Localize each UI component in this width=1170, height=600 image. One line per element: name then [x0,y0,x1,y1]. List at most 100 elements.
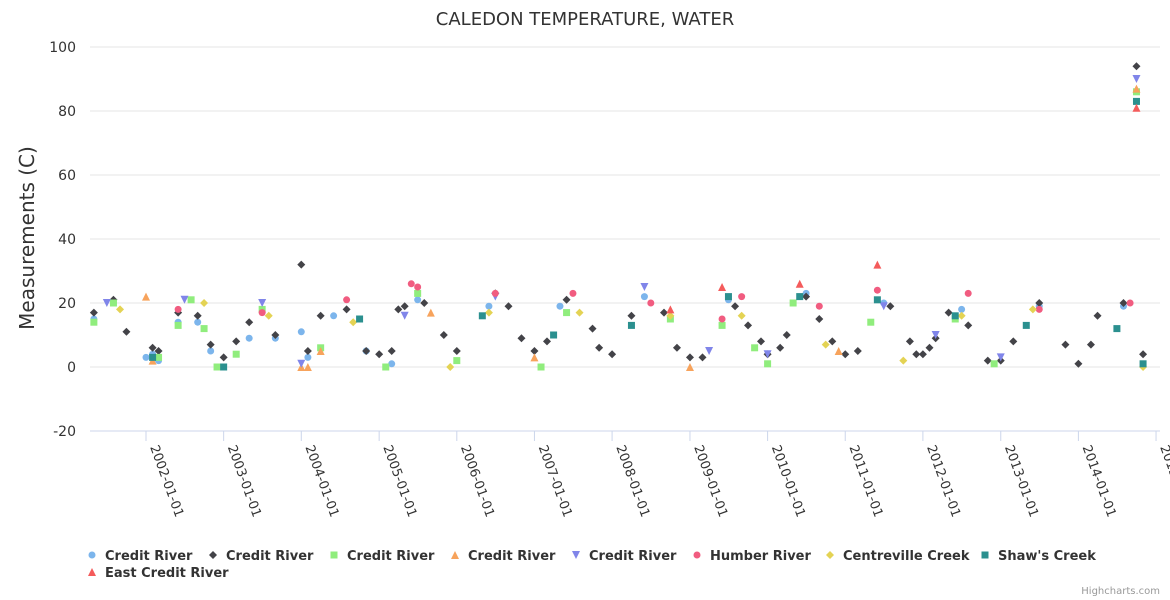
data-point[interactable] [382,363,390,371]
data-point[interactable] [219,353,228,362]
data-point[interactable] [724,293,732,301]
legend-label[interactable]: Credit River [468,549,556,564]
data-point[interactable] [200,325,208,333]
data-point[interactable] [220,363,228,371]
data-point[interactable] [1035,299,1044,307]
data-point[interactable] [757,337,766,346]
data-point[interactable] [343,296,351,304]
data-point[interactable] [588,324,597,333]
data-point[interactable] [200,299,209,307]
legend-symbol[interactable] [572,551,580,559]
data-point[interactable] [148,343,157,352]
data-point[interactable] [387,347,396,355]
data-point[interactable] [964,289,972,297]
data-point[interactable] [362,347,371,355]
data-point[interactable] [1132,103,1141,112]
data-point[interactable] [478,312,486,320]
data-point[interactable] [517,334,526,343]
data-point[interactable] [640,283,649,291]
legend-label[interactable]: Credit River [226,549,314,564]
legend-symbol[interactable] [451,551,459,559]
data-point[interactable] [996,353,1005,362]
data-point[interactable] [685,353,694,362]
data-point[interactable] [905,337,914,346]
data-point[interactable] [873,260,882,269]
data-point[interactable] [595,343,604,352]
data-point[interactable] [795,279,804,288]
legend-label[interactable]: Credit River [589,549,677,564]
data-point[interactable] [245,318,254,327]
data-point[interactable] [116,305,125,314]
legend-item[interactable]: Credit River [572,549,677,564]
data-point[interactable] [452,347,461,355]
legend-item[interactable]: East Credit River [88,566,229,581]
data-point[interactable] [841,350,850,359]
data-point[interactable] [264,311,273,320]
data-point[interactable] [1132,75,1141,83]
data-point[interactable] [563,309,571,317]
data-point[interactable] [206,340,215,349]
legend-symbol[interactable] [981,551,989,559]
data-point[interactable] [407,280,415,288]
data-point[interactable] [1119,299,1128,307]
data-point[interactable] [375,350,384,359]
data-point[interactable] [388,360,396,368]
data-point[interactable] [1074,359,1083,368]
data-point[interactable] [925,343,934,352]
data-point[interactable] [1139,350,1148,359]
data-point[interactable] [149,353,157,361]
data-point[interactable] [245,334,253,342]
data-point[interactable] [640,293,648,301]
data-point[interactable] [414,289,422,297]
data-point[interactable] [550,331,558,339]
data-point[interactable] [420,299,429,307]
data-point[interactable] [180,295,189,304]
data-point[interactable] [1139,360,1147,368]
data-point[interactable] [349,318,358,327]
data-point[interactable] [983,356,992,365]
data-point[interactable] [789,299,797,307]
data-point[interactable] [1126,299,1134,307]
data-point[interactable] [647,299,655,307]
data-point[interactable] [394,305,403,314]
legend-symbol[interactable] [88,568,96,576]
data-point[interactable] [1113,325,1121,333]
data-point[interactable] [944,308,953,317]
data-point[interactable] [879,302,888,311]
data-point[interactable] [304,353,312,361]
data-point[interactable] [1028,305,1037,314]
data-point[interactable] [873,296,881,304]
data-point[interactable] [439,331,448,339]
data-point[interactable] [718,321,726,329]
data-point[interactable] [316,347,325,355]
legend[interactable]: Credit River Credit River Credit River Cred… [88,549,1096,581]
data-point[interactable] [821,340,830,349]
data-point[interactable] [174,321,182,329]
data-point[interactable] [608,350,617,359]
data-point[interactable] [142,353,150,361]
legend-label[interactable]: Credit River [347,549,435,564]
data-point[interactable] [484,308,493,317]
legend-label[interactable]: Shaw's Creek [998,549,1096,564]
data-point[interactable] [122,327,131,336]
data-point[interactable] [316,311,325,320]
data-point[interactable] [1093,311,1102,320]
data-point[interactable] [142,292,150,301]
credits[interactable]: Highcharts.com [1081,586,1160,597]
data-point[interactable] [194,318,202,326]
data-point[interactable] [705,347,714,355]
data-point[interactable] [958,305,966,313]
data-point[interactable] [737,311,746,320]
data-point[interactable] [342,305,351,314]
data-point[interactable] [187,296,195,304]
legend-item[interactable]: Credit River [451,549,556,564]
data-point[interactable] [1132,62,1141,71]
data-point[interactable] [90,318,98,326]
data-point[interactable] [303,347,312,355]
data-point[interactable] [666,305,675,314]
data-point[interactable] [918,350,927,359]
legend-symbol[interactable] [209,551,217,559]
data-point[interactable] [796,293,804,301]
data-point[interactable] [886,302,895,311]
data-point[interactable] [485,302,493,310]
